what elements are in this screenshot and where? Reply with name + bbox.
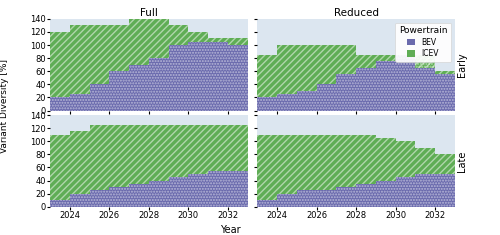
Text: Early: Early: [457, 52, 467, 77]
Text: Year: Year: [220, 225, 240, 235]
Text: Late: Late: [457, 150, 467, 172]
Title: Full: Full: [140, 8, 158, 18]
Title: Reduced: Reduced: [334, 8, 378, 18]
Legend: BEV, ICEV: BEV, ICEV: [395, 23, 451, 62]
Text: Variant Diversity [%]: Variant Diversity [%]: [0, 59, 10, 153]
